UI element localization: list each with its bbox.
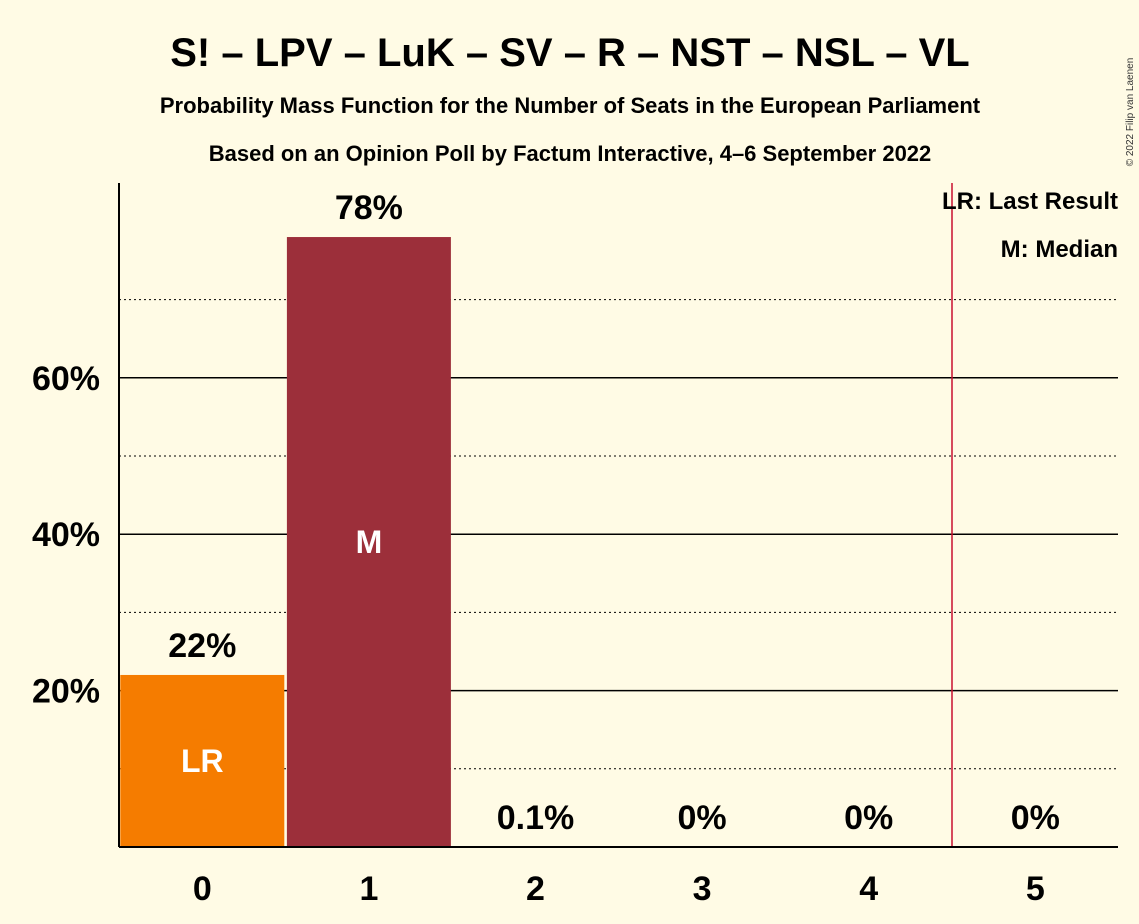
- y-tick-label: 20%: [32, 673, 100, 711]
- in-bar-label-1: M: [356, 524, 383, 560]
- legend-last-result: LR: Last Result: [942, 188, 1118, 215]
- y-tick-label: 40%: [32, 516, 100, 554]
- value-label-0: 22%: [168, 627, 236, 665]
- x-tick-label-5: 5: [1026, 870, 1045, 908]
- y-tick-label: 60%: [32, 360, 100, 398]
- bar-0: [120, 674, 285, 847]
- legend-median: M: Median: [1001, 236, 1118, 263]
- x-tick-label-4: 4: [859, 870, 878, 908]
- copyright-notice: © 2022 Filip van Laenen: [1125, 58, 1136, 167]
- chart-subtitle-2: Based on an Opinion Poll by Factum Inter…: [209, 141, 932, 166]
- axes: 20% 40% 60% 0 1 2 3 4 5: [32, 183, 1118, 908]
- x-tick-label-2: 2: [526, 870, 545, 908]
- chart-title: S! – LPV – LuK – SV – R – NST – NSL – VL: [170, 31, 970, 75]
- value-label-4: 0%: [844, 799, 893, 837]
- bar-labels: 22% LR 78% M 0.1% 0% 0% 0%: [168, 189, 1060, 837]
- in-bar-label-0: LR: [181, 743, 224, 779]
- bars: [120, 237, 618, 848]
- value-label-2: 0.1%: [497, 799, 575, 837]
- x-tick-label-0: 0: [193, 870, 212, 908]
- gridlines: [119, 183, 1118, 847]
- value-label-1: 78%: [335, 189, 403, 227]
- x-tick-label-3: 3: [693, 870, 712, 908]
- bar-1: [286, 237, 451, 848]
- chart-subtitle-1: Probability Mass Function for the Number…: [160, 93, 981, 118]
- value-label-3: 0%: [678, 799, 727, 837]
- x-tick-label-1: 1: [359, 870, 378, 908]
- value-label-5: 0%: [1011, 799, 1060, 837]
